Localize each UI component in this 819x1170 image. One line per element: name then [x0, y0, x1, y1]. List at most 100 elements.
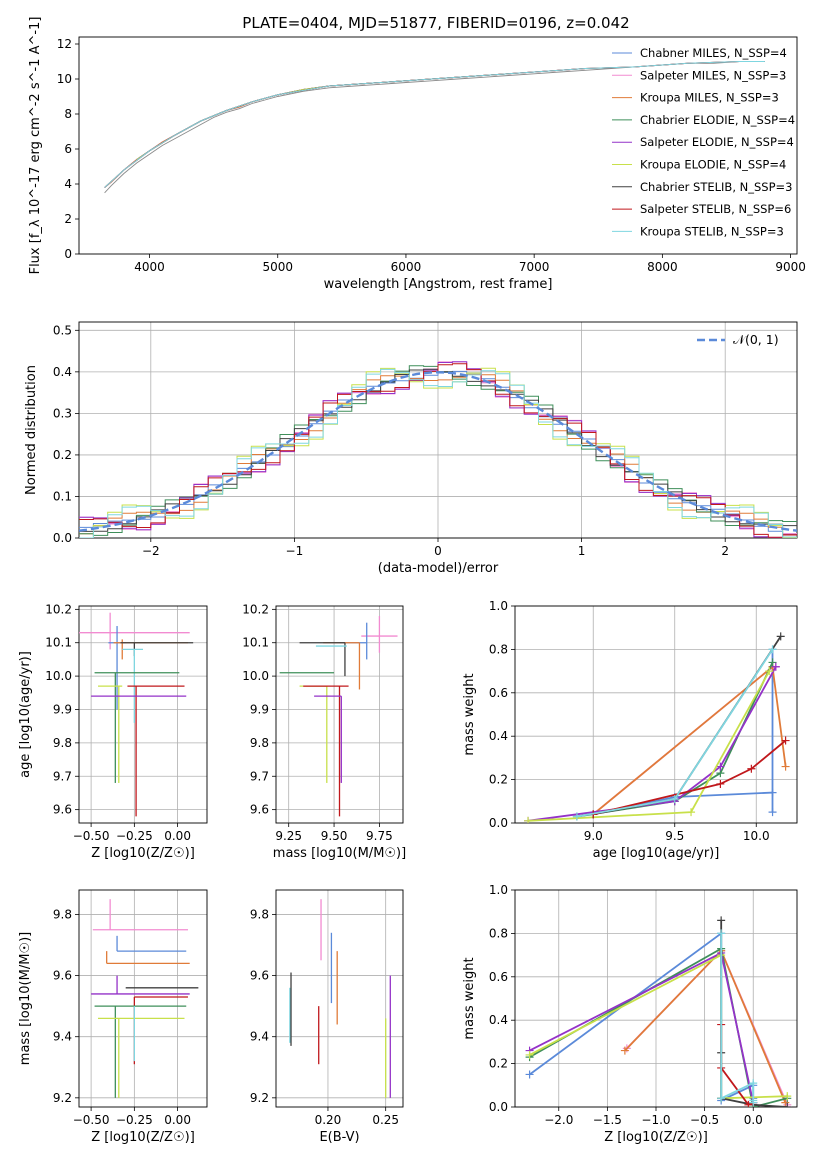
x-axis-label: Z [log10(Z/Z☉)] [91, 846, 195, 861]
tick-label-x: 0.25 [372, 1113, 399, 1127]
tick-label-y: 9.4 [250, 1030, 269, 1044]
massweight-vs-age-panel: 9.0 9.5 10.0 0.0 0.2 0.4 0.6 0.8 1.0 age [log10(a… [462, 599, 798, 861]
tick-label-y: 9.6 [53, 969, 72, 983]
tick-label-y: 0.8 [489, 642, 508, 656]
model-spectrum-line [104, 61, 765, 188]
axes-frame [275, 889, 404, 1108]
tick-label-x: 5000 [262, 260, 293, 274]
tick-label-y: 6 [64, 142, 72, 156]
tick-label-y: 10.2 [242, 602, 269, 616]
plus-marker [768, 658, 777, 667]
plus-marker [781, 762, 790, 771]
plot-area [79, 612, 194, 817]
tick-label-y: 0.1 [53, 489, 72, 503]
tick-label-y: 9.6 [53, 803, 72, 817]
plus-marker [749, 1098, 758, 1107]
plus-marker [783, 1092, 792, 1101]
legend-label: 𝒩(0, 1) [733, 332, 779, 347]
tick-label-y: 8 [64, 107, 72, 121]
histogram-steps [79, 374, 797, 536]
plus-marker [771, 662, 780, 671]
axes-frame [514, 605, 798, 824]
plot-area [524, 632, 790, 823]
tick-label-x: −0.25 [116, 1113, 153, 1127]
tick-label-x: 1 [578, 544, 586, 558]
axes-frame [514, 889, 798, 1108]
tick-label-y: 10.1 [242, 636, 269, 650]
legend-label: Salpeter MILES, N_SSP=3 [640, 68, 786, 82]
tick-label-y: 2 [64, 212, 72, 226]
plus-marker [781, 736, 790, 745]
tick-label-x: 9.25 [275, 829, 302, 843]
age-vs-mass-panel: 9.25 9.50 9.75 9.6 9.7 9.8 9.9 10.0 10.1 10.2 mass… [242, 602, 406, 861]
tick-label-y: 9.9 [53, 702, 72, 716]
legend-label: Salpeter STELIB, N_SSP=6 [640, 202, 791, 216]
x-axis-label: E(B-V) [319, 1130, 359, 1145]
tick-label-y: 0.2 [489, 773, 508, 787]
plus-marker [717, 929, 726, 938]
tick-label-x: 2 [721, 544, 729, 558]
legend-label: Chabner MILES, N_SSP=4 [640, 46, 787, 60]
series-line [720, 920, 788, 1107]
tick-label-x: 9.50 [321, 829, 348, 843]
tick-label-y: 9.8 [53, 907, 72, 921]
tick-label-y: 0.4 [489, 1013, 508, 1027]
plus-marker [525, 1050, 534, 1059]
tick-label-x: 9.75 [366, 829, 393, 843]
tick-label-y: 10.1 [45, 636, 72, 650]
tick-label-y: 12 [57, 37, 72, 51]
axes-frame [78, 889, 208, 1108]
tick-label-x: −1.5 [593, 1113, 622, 1127]
tick-label-x: −0.50 [73, 1113, 110, 1127]
tick-label-y: 10.0 [242, 669, 269, 683]
tick-label-x: 0.0 [744, 1113, 763, 1127]
tick-label-y: 9.2 [53, 1091, 72, 1105]
spectrum-panel: 4000 5000 6000 7000 8000 9000 0 2 4 6 8 10 12 wavelen… [28, 17, 806, 292]
tick-label-y: 0.8 [489, 926, 508, 940]
y-axis-label: age [log10(age/yr)] [18, 651, 33, 778]
plus-marker [717, 1094, 726, 1103]
tick-label-y: 4 [64, 177, 72, 191]
histogram-steps [79, 363, 797, 538]
tick-label-x: −1 [286, 544, 304, 558]
legend-label: Salpeter ELODIE, N_SSP=4 [640, 135, 794, 149]
tick-label-x: 9.5 [665, 829, 684, 843]
tick-label-y: 9.8 [53, 736, 72, 750]
plus-marker [768, 808, 777, 817]
tick-label-y: 0.0 [53, 531, 72, 545]
tick-label-y: 9.8 [250, 736, 269, 750]
tick-label-x: −0.5 [690, 1113, 719, 1127]
tick-label-y: 0.5 [53, 323, 72, 337]
plot-area [91, 899, 199, 1098]
x-axis-label: wavelength [Angstrom, rest frame] [324, 277, 553, 292]
plus-marker [717, 916, 726, 925]
plus-marker [783, 1103, 792, 1107]
series-line [529, 931, 755, 1102]
tick-label-y: 9.7 [250, 769, 269, 783]
plot-area [289, 899, 391, 1098]
tick-label-y: 0.0 [489, 816, 508, 830]
tick-label-x: 9000 [775, 260, 806, 274]
tick-label-y: 9.2 [250, 1091, 269, 1105]
plus-marker [687, 808, 696, 817]
histogram-steps [79, 367, 797, 538]
y-axis-label: Normed distribution [24, 365, 39, 495]
tick-label-x: 0.00 [164, 1113, 191, 1127]
plus-marker [781, 1098, 790, 1107]
series-line [626, 949, 789, 1107]
series-line [529, 951, 755, 1103]
plus-marker [572, 812, 581, 821]
plus-marker [768, 645, 777, 654]
residuals-panel: −2 −1 0 1 2 0.0 0.1 0.2 0.3 0.4 0.5 (data-model)/er… [24, 321, 798, 576]
tick-label-y: 1.0 [489, 599, 508, 613]
age-vs-metallicity-panel: −0.50 −0.25 0.00 9.6 9.7 9.8 9.9 10.0 10.1 10.2 Z … [18, 602, 208, 861]
tick-label-y: 0.2 [489, 1057, 508, 1071]
series-line [624, 949, 787, 1104]
series-line [592, 739, 787, 816]
plot-area [79, 361, 797, 538]
y-axis-label: mass weight [462, 957, 477, 1039]
axes-frame [275, 605, 404, 824]
tick-label-y: 10 [57, 72, 72, 86]
tick-label-x: 7000 [519, 260, 550, 274]
